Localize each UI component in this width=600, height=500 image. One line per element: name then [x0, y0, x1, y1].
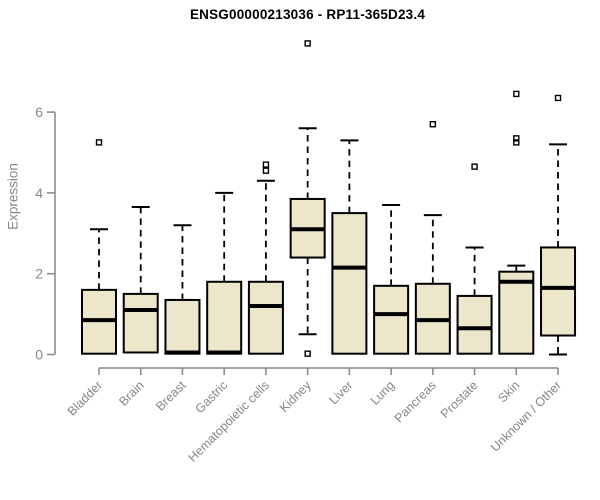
outlier-point-bladder: [95, 139, 103, 146]
outlier-point-kidney: [304, 350, 311, 357]
box-lung: [373, 284, 410, 355]
outlier-point-skin: [513, 90, 520, 98]
box-breast: [164, 298, 201, 355]
x-tick-label-unknown-other: Unknown / Other: [488, 378, 564, 454]
x-tick-label-pancreas: Pancreas: [392, 378, 439, 425]
x-tick-label-kidney: Kidney: [277, 378, 314, 415]
y-tick-label: 6: [35, 104, 43, 120]
box-brain: [122, 292, 159, 354]
box-gastric: [206, 280, 243, 355]
box-hematopoietic-cells: [247, 280, 284, 355]
x-tick-label-prostate: Prostate: [438, 378, 481, 421]
outlier-point-kidney: [304, 40, 311, 47]
chart-title: ENSG00000213036 - RP11-365D23.4: [189, 7, 426, 22]
x-tick-label-breast: Breast: [153, 378, 189, 414]
x-tick-label-brain: Brain: [116, 378, 147, 409]
x-tick-label-lung: Lung: [368, 378, 398, 408]
x-tick-label-bladder: Bladder: [65, 378, 105, 418]
y-tick-label: 2: [35, 266, 43, 282]
box-liver: [331, 212, 368, 355]
outlier-point-pancreas: [429, 121, 437, 128]
box-unknown-other: [540, 246, 577, 337]
box-skin: [498, 270, 535, 355]
outlier-point-hematopoietic-cells: [262, 167, 270, 174]
outlier-point-skin: [513, 135, 520, 142]
x-tick-label-hematopoietic-cells: Hematopoietic cells: [185, 378, 272, 465]
x-tick-label-skin: Skin: [495, 378, 522, 405]
y-tick-label: 4: [35, 185, 43, 201]
outlier-point-skin: [513, 139, 520, 146]
y-axis-title: Expression: [5, 163, 21, 230]
outlier-point-unknown-other: [554, 94, 562, 102]
outlier-point-hematopoietic-cells: [262, 161, 270, 168]
box-prostate: [456, 294, 493, 355]
outlier-point-prostate: [471, 163, 478, 170]
y-tick-label: 0: [35, 347, 43, 363]
x-tick-label-liver: Liver: [326, 378, 355, 407]
x-tick-label-gastric: Gastric: [192, 378, 230, 416]
